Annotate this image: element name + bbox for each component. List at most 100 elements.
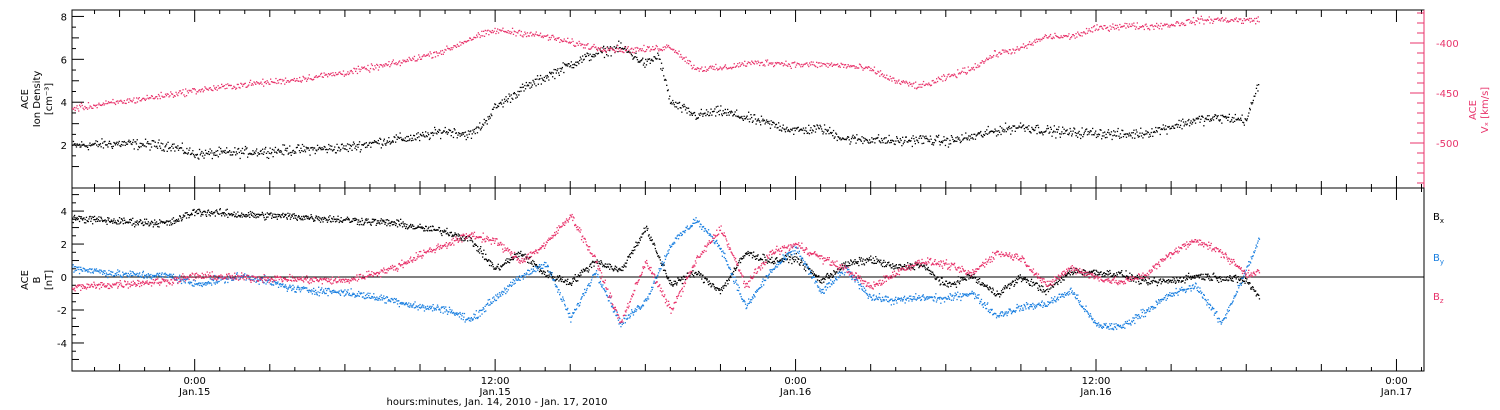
vx-point [865, 66, 868, 68]
ion-density-point [141, 144, 144, 146]
ion-density-point [786, 126, 788, 129]
vx-point [924, 84, 926, 86]
bx-point [84, 218, 86, 221]
bx-point [276, 218, 278, 220]
vx-point [848, 65, 850, 67]
vx-point [583, 44, 586, 46]
ion-density-point [174, 150, 176, 152]
bx-point [73, 216, 75, 218]
ion-density-point [278, 150, 280, 152]
vx-point [646, 46, 649, 48]
vx-point [99, 104, 101, 106]
bx-point [1030, 278, 1033, 280]
bx-point [1073, 271, 1075, 273]
bx-point [472, 241, 474, 243]
ion-density-point [417, 132, 419, 134]
vx-point [349, 70, 352, 72]
ion-density-point [482, 124, 485, 126]
vx-point [81, 104, 83, 107]
bx-point [577, 280, 579, 282]
ion-density-point [1225, 115, 1227, 118]
ion-density-point [114, 142, 116, 144]
ion-density-point [1009, 127, 1011, 130]
ion-density-point [557, 68, 559, 70]
vx-point [582, 47, 585, 49]
bx-point [1060, 281, 1062, 283]
bx-point [261, 213, 263, 216]
vx-point [439, 52, 441, 54]
vx-point [532, 33, 534, 35]
ion-density-point [905, 136, 907, 138]
ion-density-point [748, 121, 751, 123]
ion-density-point [914, 140, 916, 142]
ion-density-point [745, 118, 747, 120]
bx-point [1057, 280, 1060, 283]
bx-point [83, 217, 85, 219]
bx-point [542, 272, 544, 274]
bx-point [704, 276, 707, 278]
ion-density-point [568, 63, 570, 65]
vx-point [936, 80, 939, 83]
ion-density-point [1209, 118, 1212, 120]
ion-density-point [77, 144, 79, 146]
ion-density-point [1094, 132, 1096, 134]
ion-density-point [1257, 90, 1259, 92]
ion-density-point [563, 71, 565, 74]
vx-point [459, 41, 461, 43]
bx-point [218, 213, 220, 215]
vx-point [1213, 18, 1216, 20]
bx-point [185, 212, 187, 214]
vx-point [179, 90, 182, 92]
bx-point [292, 213, 294, 215]
ion-density-point [301, 150, 303, 152]
vx-point [735, 65, 737, 68]
bx-point [449, 231, 451, 234]
bx-point [311, 217, 313, 219]
bx-point [149, 224, 151, 226]
vx-point [290, 79, 292, 81]
ion-density-point [578, 63, 580, 65]
ion-density-point [841, 138, 843, 140]
ion-density-point [530, 82, 532, 84]
vx-point [341, 73, 344, 76]
bx-point [722, 285, 724, 287]
ion-density-point [625, 49, 627, 51]
ion-density-point [560, 70, 562, 72]
bx-point [1072, 273, 1074, 276]
ion-density-point [1024, 130, 1026, 132]
ion-density-point [361, 144, 363, 146]
ion-density-point [648, 58, 650, 61]
ion-density-point [530, 86, 533, 88]
vx-point [802, 65, 804, 68]
ion-density-point [425, 131, 427, 133]
ion-density-point [684, 109, 687, 111]
vx-point [95, 104, 97, 106]
bx-point [672, 284, 675, 286]
ion-density-point [1004, 129, 1006, 131]
vx-point [874, 72, 876, 74]
bx-point [712, 283, 714, 285]
vx-point [862, 69, 864, 71]
ion-density-point [850, 141, 852, 143]
ion-density-point [1111, 138, 1113, 141]
ion-density-point [244, 145, 247, 148]
vx-point [396, 64, 398, 66]
vx-point [206, 88, 208, 90]
ion-density-point [1240, 119, 1242, 121]
bx-point [609, 268, 611, 270]
ion-density-point [409, 138, 411, 140]
vx-point [345, 74, 347, 76]
vx-point [438, 52, 440, 54]
ion-density-point [906, 141, 908, 143]
bx-point [560, 280, 563, 283]
vx-point [130, 100, 132, 102]
bx-point [220, 213, 222, 215]
bx-point [868, 259, 870, 261]
ion-density-point [685, 107, 687, 109]
vx-point [936, 78, 938, 80]
vx-point [147, 97, 149, 99]
ion-density-point [892, 140, 894, 142]
ion-density-point [999, 125, 1001, 128]
bx-point [870, 255, 872, 257]
bx-point [601, 263, 603, 265]
